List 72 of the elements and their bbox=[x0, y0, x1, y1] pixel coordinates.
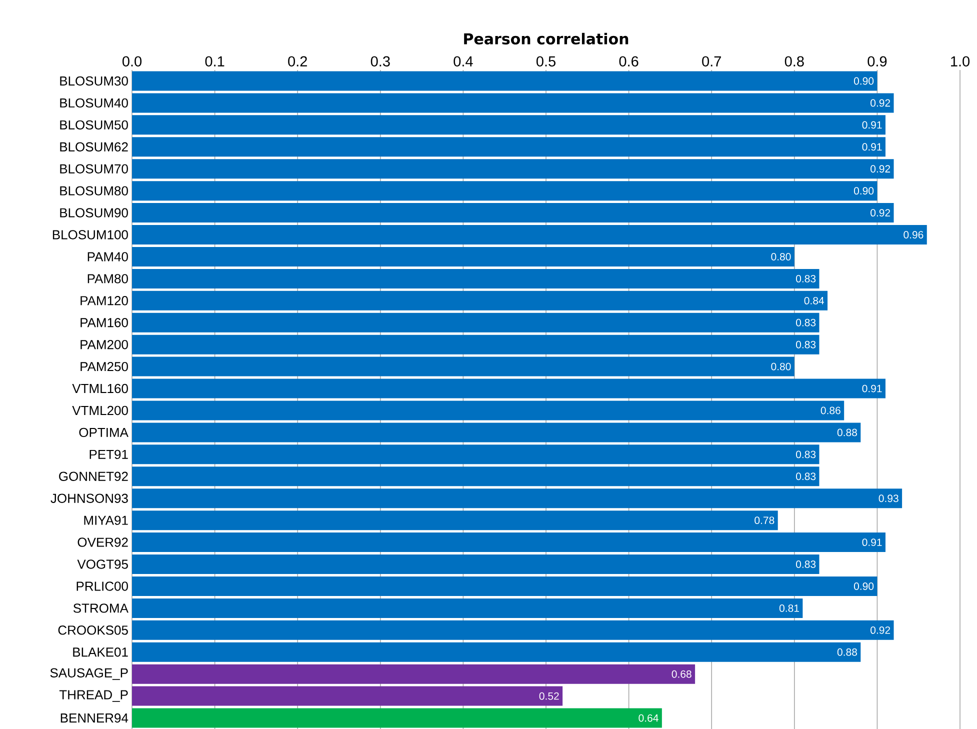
y-tick-label: OVER92 bbox=[78, 538, 128, 547]
y-tick-label: PET91 bbox=[90, 450, 128, 460]
data-label: 0.78 bbox=[754, 516, 774, 524]
data-label: 0.80 bbox=[771, 362, 791, 370]
y-tick-label: SAUSAGE_P bbox=[50, 668, 128, 680]
x-tick-label: 0.4 bbox=[454, 56, 473, 66]
data-label: 0.91 bbox=[862, 143, 882, 151]
x-tick-label: 1.0 bbox=[951, 56, 970, 66]
y-tick-label: STROMA bbox=[73, 604, 128, 613]
data-label: 0.90 bbox=[854, 77, 874, 85]
y-tick-label: BLOSUM30 bbox=[60, 76, 128, 86]
y-tick-label: VOGT95 bbox=[77, 560, 128, 569]
data-label: 0.64 bbox=[638, 714, 658, 722]
y-tick-label: BLOSUM50 bbox=[60, 120, 128, 130]
data-label: 0.83 bbox=[796, 318, 816, 326]
data-label: 0.52 bbox=[539, 692, 559, 700]
y-tick-label: BLOSUM90 bbox=[60, 208, 128, 218]
x-axis-title: Pearson correlation bbox=[464, 32, 628, 44]
y-tick-label: PAM160 bbox=[80, 318, 128, 328]
x-tick-label: 0.3 bbox=[370, 56, 390, 66]
x-tick-label: 0.1 bbox=[205, 56, 224, 66]
y-tick-label: BLOSUM62 bbox=[60, 142, 128, 152]
x-tick-label: 0.8 bbox=[784, 56, 804, 66]
data-label: 0.88 bbox=[837, 648, 857, 656]
y-tick-label: PAM80 bbox=[88, 274, 128, 284]
data-label: 0.83 bbox=[796, 274, 816, 282]
y-tick-label: THREAD_P bbox=[59, 690, 128, 702]
data-label: 0.83 bbox=[796, 340, 816, 348]
y-tick-label: BENNER94 bbox=[60, 713, 128, 723]
y-tick-label: PAM40 bbox=[88, 252, 128, 262]
data-label: 0.96 bbox=[904, 231, 924, 238]
data-label: 0.83 bbox=[796, 450, 816, 458]
data-label: 0.90 bbox=[854, 187, 874, 195]
data-label: 0.68 bbox=[672, 670, 692, 678]
x-tick-label: 0.2 bbox=[288, 56, 307, 66]
data-label: 0.86 bbox=[820, 406, 840, 414]
y-tick-label: BLOSUM80 bbox=[60, 186, 128, 196]
y-tick-label: CROOKS05 bbox=[58, 626, 128, 635]
data-label: 0.93 bbox=[878, 494, 898, 502]
y-tick-label: GONNET92 bbox=[59, 472, 128, 481]
data-label: 0.91 bbox=[862, 538, 882, 546]
x-tick-label: 0.9 bbox=[868, 56, 887, 66]
data-label: 0.81 bbox=[779, 604, 799, 612]
y-tick-label: PAM120 bbox=[80, 296, 128, 306]
y-tick-label: BLOSUM70 bbox=[60, 164, 128, 174]
y-tick-label: BLOSUM40 bbox=[60, 98, 128, 108]
y-tick-label: BLAKE01 bbox=[73, 648, 128, 657]
data-label: 0.92 bbox=[870, 165, 890, 173]
data-label: 0.83 bbox=[796, 560, 816, 568]
data-label: 0.91 bbox=[862, 384, 882, 392]
y-tick-label: VTML200 bbox=[72, 406, 128, 416]
data-label: 0.91 bbox=[862, 121, 882, 129]
y-tick-label: PRLIC00 bbox=[76, 582, 128, 591]
data-label: 0.83 bbox=[796, 472, 816, 480]
y-tick-label: PAM250 bbox=[80, 362, 128, 372]
data-label: 0.84 bbox=[804, 296, 824, 304]
x-tick-label: 0.6 bbox=[619, 56, 638, 66]
y-tick-label: OPTIMA bbox=[79, 428, 128, 438]
data-label: 0.92 bbox=[870, 209, 890, 217]
x-tick-label: 0.7 bbox=[702, 56, 721, 66]
y-tick-label: MIYA91 bbox=[84, 516, 128, 525]
x-tick-label: 0.5 bbox=[536, 56, 556, 66]
y-tick-label: BLOSUM100 bbox=[52, 230, 128, 240]
data-label: 0.90 bbox=[854, 582, 874, 590]
y-tick-label: PAM200 bbox=[80, 340, 128, 350]
y-tick-label: JOHNSON93 bbox=[50, 494, 128, 503]
data-label: 0.80 bbox=[771, 253, 791, 260]
y-tick-label: VTML160 bbox=[72, 384, 128, 394]
x-tick-label: 0.0 bbox=[122, 56, 142, 66]
data-label: 0.88 bbox=[837, 428, 857, 436]
data-label: 0.92 bbox=[870, 626, 890, 634]
data-label: 0.92 bbox=[870, 99, 890, 107]
